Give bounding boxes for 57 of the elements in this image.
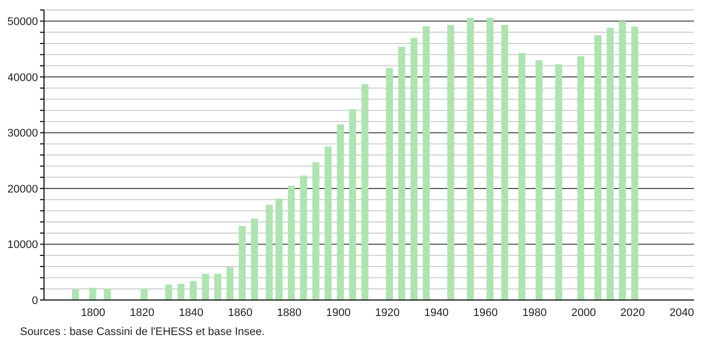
y-tick-label: 30000 [7,128,38,140]
x-tick-label: 1980 [522,306,547,319]
bar [422,26,430,300]
bar [361,84,368,300]
bar [276,198,283,300]
x-tick-label: 1880 [277,306,302,319]
bar [266,204,273,300]
bar [324,146,332,300]
bar [398,46,406,300]
bar [312,162,320,300]
x-tick-label: 2020 [620,306,645,319]
y-tick-label: 50000 [7,16,38,28]
bar [238,226,246,300]
bar [618,21,626,300]
bar [288,186,295,300]
bar [165,284,172,300]
bar [466,18,474,300]
y-tick-label: 0 [32,294,38,307]
y-tick-label: 40000 [7,72,38,84]
bar [251,218,258,300]
bar [594,35,602,300]
bar [226,267,234,300]
bar [300,176,308,300]
bar [349,109,356,300]
bar [202,274,209,300]
bar [631,26,638,300]
bar [447,25,454,300]
bar [486,18,494,300]
bar [410,38,418,300]
bar [606,28,614,300]
bar [555,64,562,300]
bar [190,281,197,300]
x-tick-label: 1940 [424,306,449,319]
bar [89,288,96,300]
y-tick-label: 20000 [7,183,38,196]
x-tick-label: 1820 [130,306,154,319]
bar [177,284,184,300]
bar [501,25,508,300]
x-tick-label: 2040 [669,306,694,319]
bar [104,288,111,300]
bar [518,52,526,300]
x-tick-label: 2000 [571,306,596,319]
bar [72,289,79,300]
x-tick-label: 1860 [228,306,252,319]
bar [140,289,148,300]
x-tick-label: 1900 [326,306,351,319]
x-tick-label: 1840 [178,306,204,319]
source-note: Sources : base Cassini de l'EHESS et base Insee. [20,326,266,338]
bar [536,60,543,300]
x-tick-label: 1920 [375,306,400,319]
x-tick-label: 1800 [80,306,106,319]
bar [386,68,393,300]
bar [214,274,222,300]
x-tick-label: 1960 [473,306,498,319]
y-tick-label: 10000 [7,239,38,252]
bar [577,56,584,300]
bar [336,124,344,300]
